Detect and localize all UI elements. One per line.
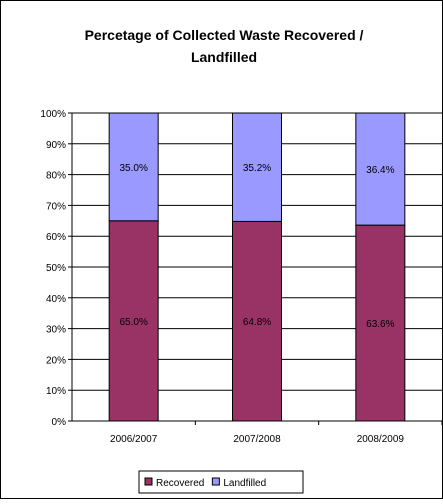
y-tick-label: 60% bbox=[46, 232, 66, 243]
y-tick-label: 30% bbox=[46, 325, 66, 336]
y-tick-label: 40% bbox=[46, 294, 66, 305]
data-label-recovered-3: 63.6% bbox=[366, 319, 394, 330]
y-tick-label: 100% bbox=[40, 109, 66, 120]
axes: 0% 10% 20% 30% 40% 50% 60% 70% 80% 90% 100% 2006/20… bbox=[40, 109, 443, 445]
y-tick-label: 10% bbox=[46, 386, 66, 397]
data-label-recovered-2: 64.8% bbox=[243, 317, 271, 328]
data-label-recovered-1: 65.0% bbox=[119, 317, 147, 328]
legend-label-recovered: Recovered bbox=[156, 478, 204, 489]
y-tick-label: 50% bbox=[46, 263, 66, 274]
x-tick-label: 2007/2008 bbox=[233, 434, 281, 445]
y-tick-label: 0% bbox=[52, 417, 67, 428]
legend-swatch-landfilled bbox=[211, 477, 220, 486]
data-label-landfilled-2: 35.2% bbox=[243, 163, 271, 174]
bar-landfilled-2 bbox=[232, 112, 282, 222]
chart-title-line-2: Landfilled bbox=[191, 49, 257, 65]
data-label-landfilled-1: 35.0% bbox=[119, 163, 147, 174]
x-tick-label: 2006/2007 bbox=[110, 434, 158, 445]
bars: 65.0% 35.0% 64.8% 35.2% 63.6% 36.4% bbox=[108, 112, 406, 422]
bar-landfilled-3 bbox=[355, 112, 406, 226]
legend-swatch-recovered bbox=[144, 477, 153, 486]
chart-title-line-1: Percetage of Collected Waste Recovered / bbox=[85, 27, 364, 43]
y-tick-label: 20% bbox=[46, 355, 66, 366]
y-tick-label: 80% bbox=[46, 171, 66, 182]
bar-landfilled-1 bbox=[108, 112, 159, 222]
x-tick-label: 2008/2009 bbox=[357, 434, 405, 445]
legend-box bbox=[138, 470, 304, 494]
legend: Recovered Landfilled bbox=[138, 470, 304, 494]
bar-recovered-1 bbox=[108, 220, 159, 422]
legend-label-landfilled: Landfilled bbox=[223, 478, 266, 489]
y-tick-label: 90% bbox=[46, 140, 66, 151]
y-tick-label: 70% bbox=[46, 201, 66, 212]
data-label-landfilled-3: 36.4% bbox=[366, 165, 394, 176]
bar-recovered-2 bbox=[232, 220, 282, 422]
